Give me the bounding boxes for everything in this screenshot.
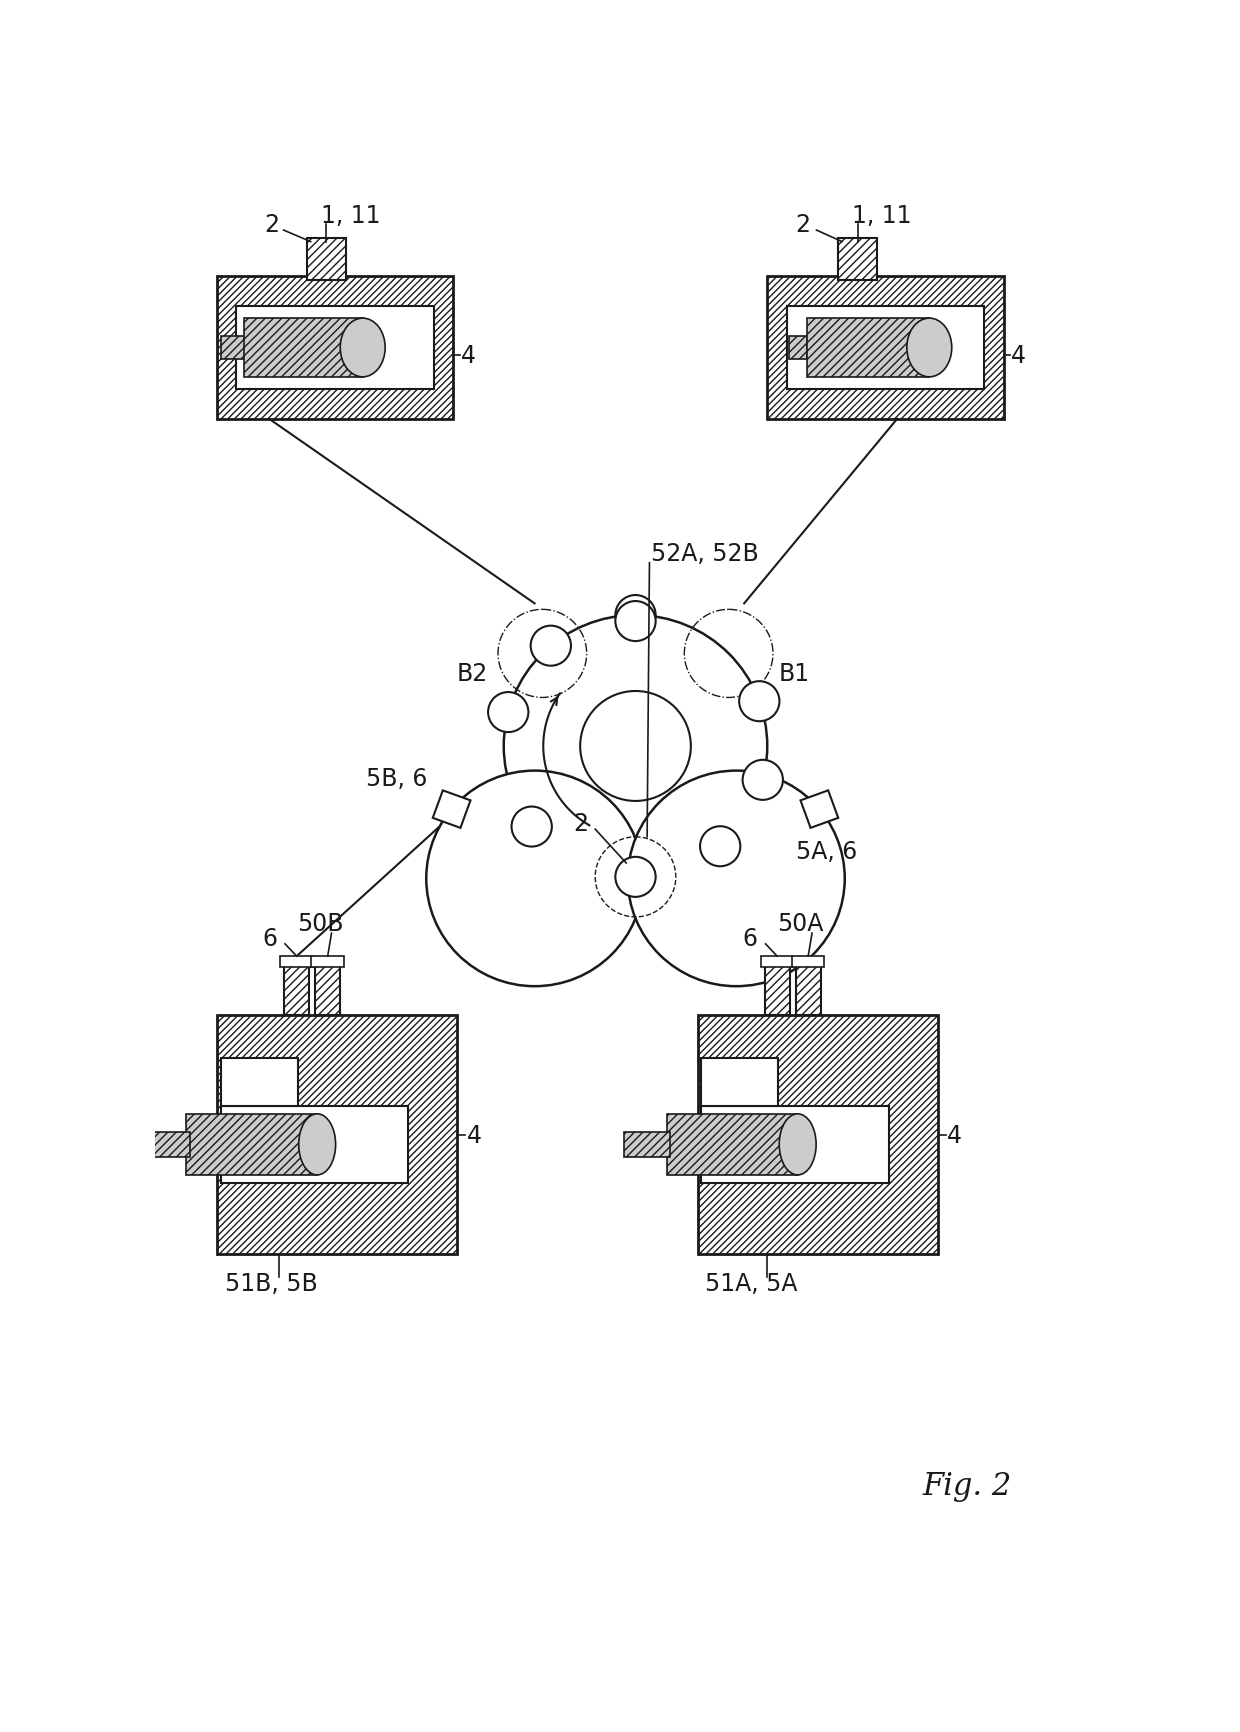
Text: 51B, 5B: 51B, 5B	[224, 1271, 317, 1296]
Bar	[244, 319, 362, 378]
Bar	[796, 966, 821, 1017]
Text: 50A: 50A	[777, 911, 823, 935]
Text: 50B: 50B	[296, 911, 343, 935]
Ellipse shape	[299, 1114, 336, 1176]
Circle shape	[615, 596, 656, 636]
Bar	[807, 319, 929, 378]
Text: B2: B2	[458, 662, 489, 686]
Circle shape	[615, 601, 656, 643]
Bar	[221, 1058, 298, 1107]
Circle shape	[701, 826, 740, 866]
Text: 5A, 6: 5A, 6	[796, 840, 857, 864]
Bar	[624, 1133, 671, 1157]
Bar	[221, 1107, 408, 1183]
Ellipse shape	[340, 319, 386, 378]
Bar	[768, 277, 1003, 419]
Circle shape	[512, 807, 552, 847]
Bar	[186, 1114, 317, 1176]
Bar	[237, 307, 434, 390]
Circle shape	[627, 771, 844, 987]
Polygon shape	[433, 792, 470, 828]
Bar	[761, 956, 794, 968]
Text: 4: 4	[466, 1122, 481, 1147]
Text: 2: 2	[573, 812, 589, 835]
Bar	[217, 277, 454, 419]
Text: 2: 2	[796, 213, 811, 237]
Ellipse shape	[779, 1114, 816, 1176]
Bar	[765, 966, 790, 1017]
Bar	[280, 956, 312, 968]
Text: 4: 4	[1012, 343, 1027, 367]
Text: 6: 6	[743, 927, 758, 951]
Bar	[315, 966, 340, 1017]
Text: 6: 6	[262, 927, 277, 951]
Bar	[221, 336, 262, 360]
Circle shape	[503, 615, 768, 878]
Text: 52A, 52B: 52A, 52B	[651, 542, 759, 566]
Circle shape	[489, 693, 528, 733]
Text: 4: 4	[461, 343, 476, 367]
Circle shape	[427, 771, 644, 987]
Circle shape	[531, 627, 570, 667]
Bar	[311, 956, 343, 968]
Circle shape	[580, 691, 691, 802]
Text: B1: B1	[779, 662, 810, 686]
Bar	[702, 1058, 779, 1107]
Bar	[697, 1017, 937, 1254]
Bar	[789, 336, 807, 360]
Text: 4: 4	[947, 1122, 962, 1147]
Circle shape	[739, 682, 780, 722]
Bar	[786, 307, 985, 390]
Circle shape	[615, 857, 656, 897]
Bar	[144, 1133, 190, 1157]
Text: 2: 2	[264, 213, 279, 237]
Bar	[306, 239, 346, 281]
Circle shape	[743, 760, 782, 800]
Bar	[838, 239, 877, 281]
Bar	[792, 956, 825, 968]
Bar	[217, 1017, 458, 1254]
Text: 51A, 5A: 51A, 5A	[706, 1271, 797, 1296]
Bar	[702, 1107, 889, 1183]
Text: 1, 11: 1, 11	[321, 204, 381, 227]
Ellipse shape	[906, 319, 952, 378]
Bar	[667, 1114, 797, 1176]
Polygon shape	[801, 792, 838, 828]
Text: Fig. 2: Fig. 2	[923, 1470, 1012, 1502]
Text: 1, 11: 1, 11	[852, 204, 911, 227]
Text: 5B, 6: 5B, 6	[366, 767, 428, 792]
Bar	[284, 966, 309, 1017]
